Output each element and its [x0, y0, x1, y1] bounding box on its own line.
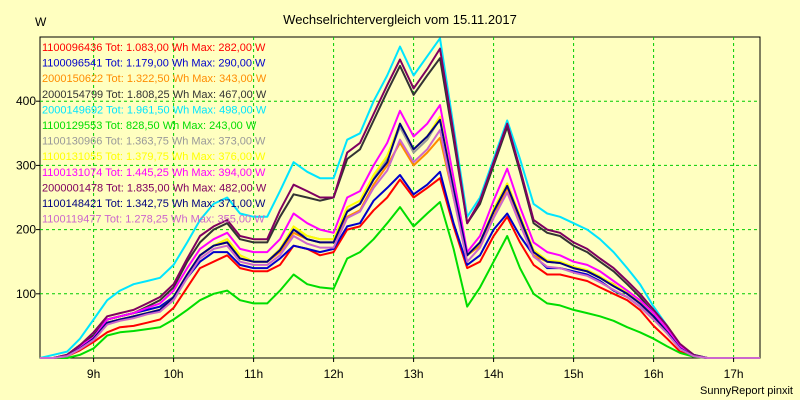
legend: 1100096436 Tot: 1.083,00 Wh Max: 282,00 …: [42, 42, 267, 226]
legend-entry: 2000154799 Tot: 1.808,25 Wh Max: 467,00 …: [42, 89, 267, 101]
series-layer: [39, 37, 760, 359]
axis-layer: 9h 10h 11h 12h 13h 14h 15h 16h 17h 100 200 300 400: [16, 94, 744, 381]
series-line-10: [40, 47, 760, 359]
credit-label: SunnyReport pinxit: [700, 385, 793, 397]
legend-entry: 1100129553 Tot: 828,50 Wh Max: 243,00 W: [42, 120, 257, 132]
y-tick-label: 200: [16, 223, 36, 237]
y-tick-label: 400: [16, 94, 36, 108]
x-tick-label: 11h: [244, 367, 263, 381]
series-line-4: [40, 57, 760, 359]
series-line-6: [40, 201, 760, 359]
x-tick-label: 14h: [484, 367, 504, 381]
series-line-1: [40, 177, 760, 359]
legend-entry: 1100096541 Tot: 1.179,00 Wh Max: 290,00 …: [42, 58, 266, 70]
legend-entry: 2000149692 Tot: 1.961,50 Wh Max: 498,00 …: [42, 104, 267, 116]
series-line-12: [40, 129, 760, 359]
legend-entry: 1100130966 Tot: 1.363,75 Wh Max: 373,00 …: [42, 136, 266, 148]
x-tick-label: 15h: [564, 367, 584, 381]
chart-title: Wechselrichtervergleich vom 15.11.2017: [283, 12, 517, 27]
legend-entry: 1100148421 Tot: 1.342,75 Wh Max: 371,00 …: [42, 198, 266, 210]
legend-entry: 2000150622 Tot: 1.322,50 Wh Max: 343,00 …: [42, 73, 267, 85]
y-tick-label: 100: [16, 287, 36, 301]
x-tick-label: 17h: [724, 367, 744, 381]
legend-entry: 1100131055 Tot: 1.379,75 Wh Max: 376,00 …: [42, 151, 266, 163]
x-tick-label: 12h: [324, 367, 344, 381]
y-tick-label: 300: [16, 158, 36, 172]
x-tick-label: 16h: [644, 367, 664, 381]
legend-entry: 1100131074 Tot: 1.445,25 Wh Max: 394,00 …: [42, 167, 266, 179]
y-axis-label: W: [35, 15, 47, 29]
x-tick-label: 10h: [164, 367, 184, 381]
series-line-5: [39, 37, 760, 359]
x-tick-label: 9h: [87, 367, 100, 381]
plot-frame: [39, 36, 761, 359]
legend-entry: 1100096436 Tot: 1.083,00 Wh Max: 282,00 …: [42, 42, 266, 54]
series-line-11: [40, 118, 760, 359]
x-tick-label: 13h: [404, 367, 424, 381]
legend-entry: 2000001478 Tot: 1.835,00 Wh Max: 482,00 …: [42, 182, 267, 194]
series-line-9: [40, 104, 760, 359]
legend-entry: 1100119477 Tot: 1.278,25 Wh Max: 355,00 …: [42, 214, 265, 226]
